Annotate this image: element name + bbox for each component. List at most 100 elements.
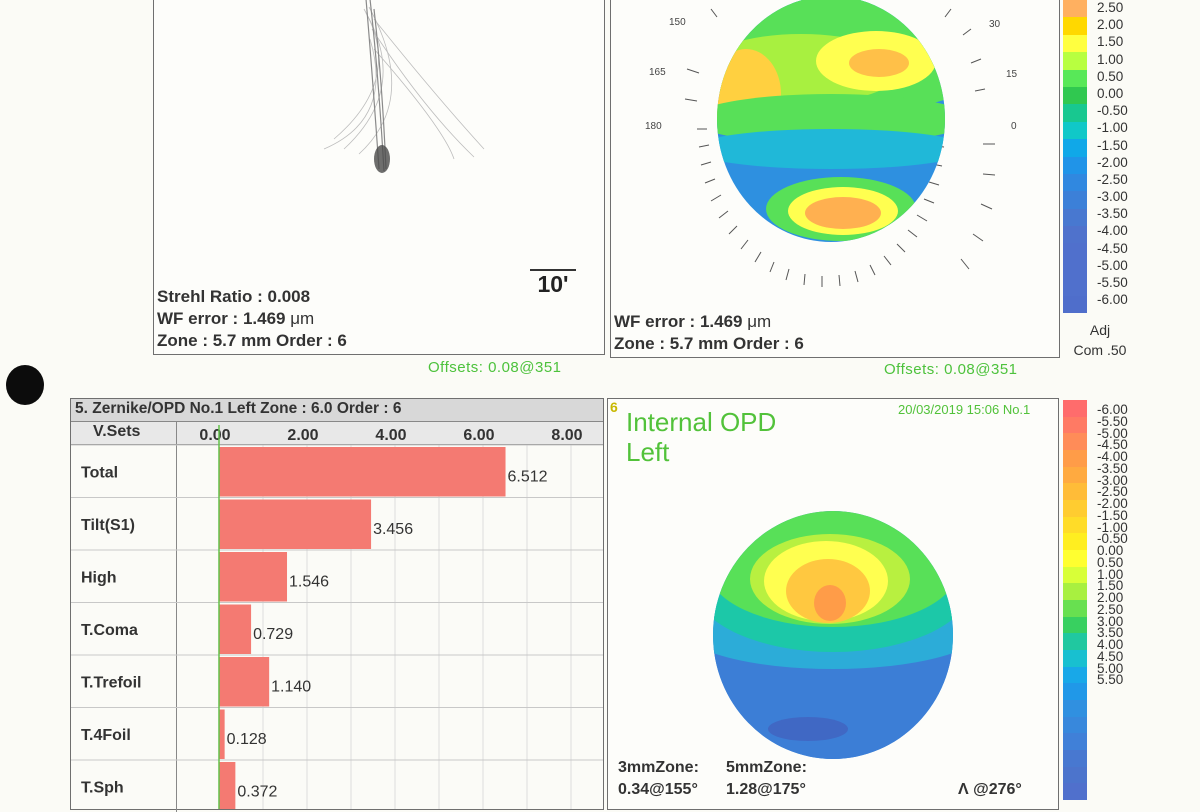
scale-swatch [1063, 156, 1087, 174]
scale-value: -2.50 [1097, 484, 1128, 500]
scale-value: 1.00 [1097, 566, 1124, 582]
scale-value: -5.00 [1097, 425, 1128, 441]
wavefront-panel: 150 165 180 30 15 0 WF error : 1.469 μm … [610, 0, 1060, 358]
scale-swatch [1063, 86, 1087, 105]
psf-scale-bar: 10' [530, 269, 576, 298]
strehl-ratio-line: Strehl Ratio : 0.008 [157, 286, 310, 308]
zone-3mm-value: 0.34@155° [618, 781, 698, 798]
scale-value: -0.50 [1097, 103, 1128, 119]
scale-value: 0.00 [1097, 85, 1124, 101]
psf-wf-value: 1.469 [242, 309, 286, 328]
bar-value-label: 0.128 [227, 731, 267, 748]
x-tick-label: 4.00 [375, 427, 406, 444]
scale-swatch [1063, 466, 1087, 484]
wf-value: 1.469 [699, 312, 743, 331]
bar-value-label: 0.372 [237, 783, 277, 800]
scale-value: -3.00 [1097, 472, 1128, 488]
angle-label: 180 [645, 121, 662, 132]
scale-value: -3.00 [1097, 189, 1128, 205]
scale-value: -3.50 [1097, 206, 1128, 222]
scale-swatch [1063, 483, 1087, 501]
psf-zone-line: Zone : 5.7 mm Order : 6 [157, 331, 347, 350]
zernike-chart: 0.00 2.00 4.00 6.00 8.00 Total 6.512 Tilt(S1) 3.… [71, 425, 603, 809]
zone-5mm-label: 5mmZone: [726, 759, 807, 776]
top-color-scale [1063, 0, 1087, 314]
scale-swatch [1063, 666, 1087, 684]
zernike-bar [219, 499, 372, 549]
scale-swatch [1063, 69, 1087, 87]
x-tick-label: 0.00 [199, 427, 230, 444]
scale-swatch [1063, 716, 1087, 734]
scale-value: -5.50 [1097, 413, 1128, 429]
scale-value: 2.00 [1097, 17, 1124, 33]
row-label: Tilt(S1) [81, 517, 135, 534]
scale-value: 1.50 [1097, 578, 1124, 594]
internal-opd-map [713, 511, 953, 759]
scale-swatch [1063, 600, 1087, 617]
scale-swatch [1063, 191, 1087, 209]
wavefront-map: 150 165 180 30 15 0 [645, 0, 1018, 287]
scale-value: -6.00 [1097, 402, 1128, 417]
internal-opd-eye: Left [626, 437, 670, 467]
bar-value-label: 3.456 [373, 521, 413, 538]
punch-hole [6, 365, 44, 405]
angle-label: 165 [649, 67, 666, 78]
strehl-value: 0.008 [267, 287, 311, 306]
scale-value: 3.50 [1097, 625, 1124, 641]
scale-value: -0.50 [1097, 531, 1128, 547]
strehl-label: Strehl Ratio : [157, 287, 263, 306]
scale-swatch [1063, 766, 1087, 784]
scale-value: -2.00 [1097, 496, 1128, 511]
scale-value: -4.00 [1097, 223, 1128, 239]
psf-panel: 10' Strehl Ratio : 0.008 WF error : 1.46… [153, 0, 605, 355]
scale-swatch [1063, 121, 1087, 140]
scale-adj: Adj [1089, 322, 1111, 338]
scale-swatch [1063, 533, 1087, 551]
vsets-header: V.Sets [93, 423, 141, 440]
zernike-bar [219, 762, 236, 809]
x-tick-label: 6.00 [463, 427, 494, 444]
scale-value: -1.50 [1097, 137, 1128, 153]
row-label: T.Coma [81, 622, 138, 639]
scale-com: Com .50 [1073, 342, 1127, 358]
zernike-bar [219, 604, 252, 654]
scale-swatch [1063, 295, 1087, 314]
zernike-bar [219, 657, 270, 707]
exam-datetime: 20/03/2019 15:06 No.1 [898, 402, 1031, 417]
scale-swatch [1063, 450, 1087, 467]
psf-wf-unit: μm [290, 309, 315, 328]
row-label: T.Trefoil [81, 674, 141, 691]
row-label: Total [81, 464, 118, 481]
zernike-bar [219, 447, 506, 497]
scale-value: -4.50 [1097, 240, 1128, 256]
header-divider [176, 422, 177, 812]
row-label: T.Sph [81, 779, 124, 796]
offsets-right: Offsets: 0.08@351 [884, 361, 1018, 378]
scale-value: 1.50 [1097, 34, 1124, 50]
row-label: T.4Foil [81, 727, 131, 744]
scale-swatch [1063, 52, 1087, 70]
scale-swatch [1063, 226, 1087, 244]
scale-swatch [1063, 633, 1087, 651]
psf-wf-error-line: WF error : 1.469 μm [157, 308, 314, 330]
scale-value: 1.00 [1097, 51, 1124, 67]
angle-label: 30 [989, 19, 1001, 30]
bottom-color-scale [1063, 400, 1087, 801]
angle-label: 150 [669, 17, 686, 28]
scale-value: 0.50 [1097, 68, 1124, 84]
scale-swatch [1063, 733, 1087, 751]
internal-opd-title: Internal OPD [626, 407, 777, 437]
scale-swatch [1063, 750, 1087, 767]
x-tick-label: 8.00 [551, 427, 582, 444]
scale-value: 5.00 [1097, 660, 1124, 676]
scale-swatch [1063, 0, 1087, 18]
scale-swatch [1063, 278, 1087, 296]
scale-swatch [1063, 650, 1087, 667]
zone-3mm-label: 3mmZone: [618, 759, 699, 776]
scale-swatch [1063, 683, 1087, 701]
astigmatism-axis: Λ @276° [958, 781, 1022, 798]
scale-swatch [1063, 17, 1087, 35]
angle-label: 0 [1011, 121, 1017, 132]
row-label: High [81, 569, 117, 586]
scale-swatch [1063, 416, 1087, 434]
